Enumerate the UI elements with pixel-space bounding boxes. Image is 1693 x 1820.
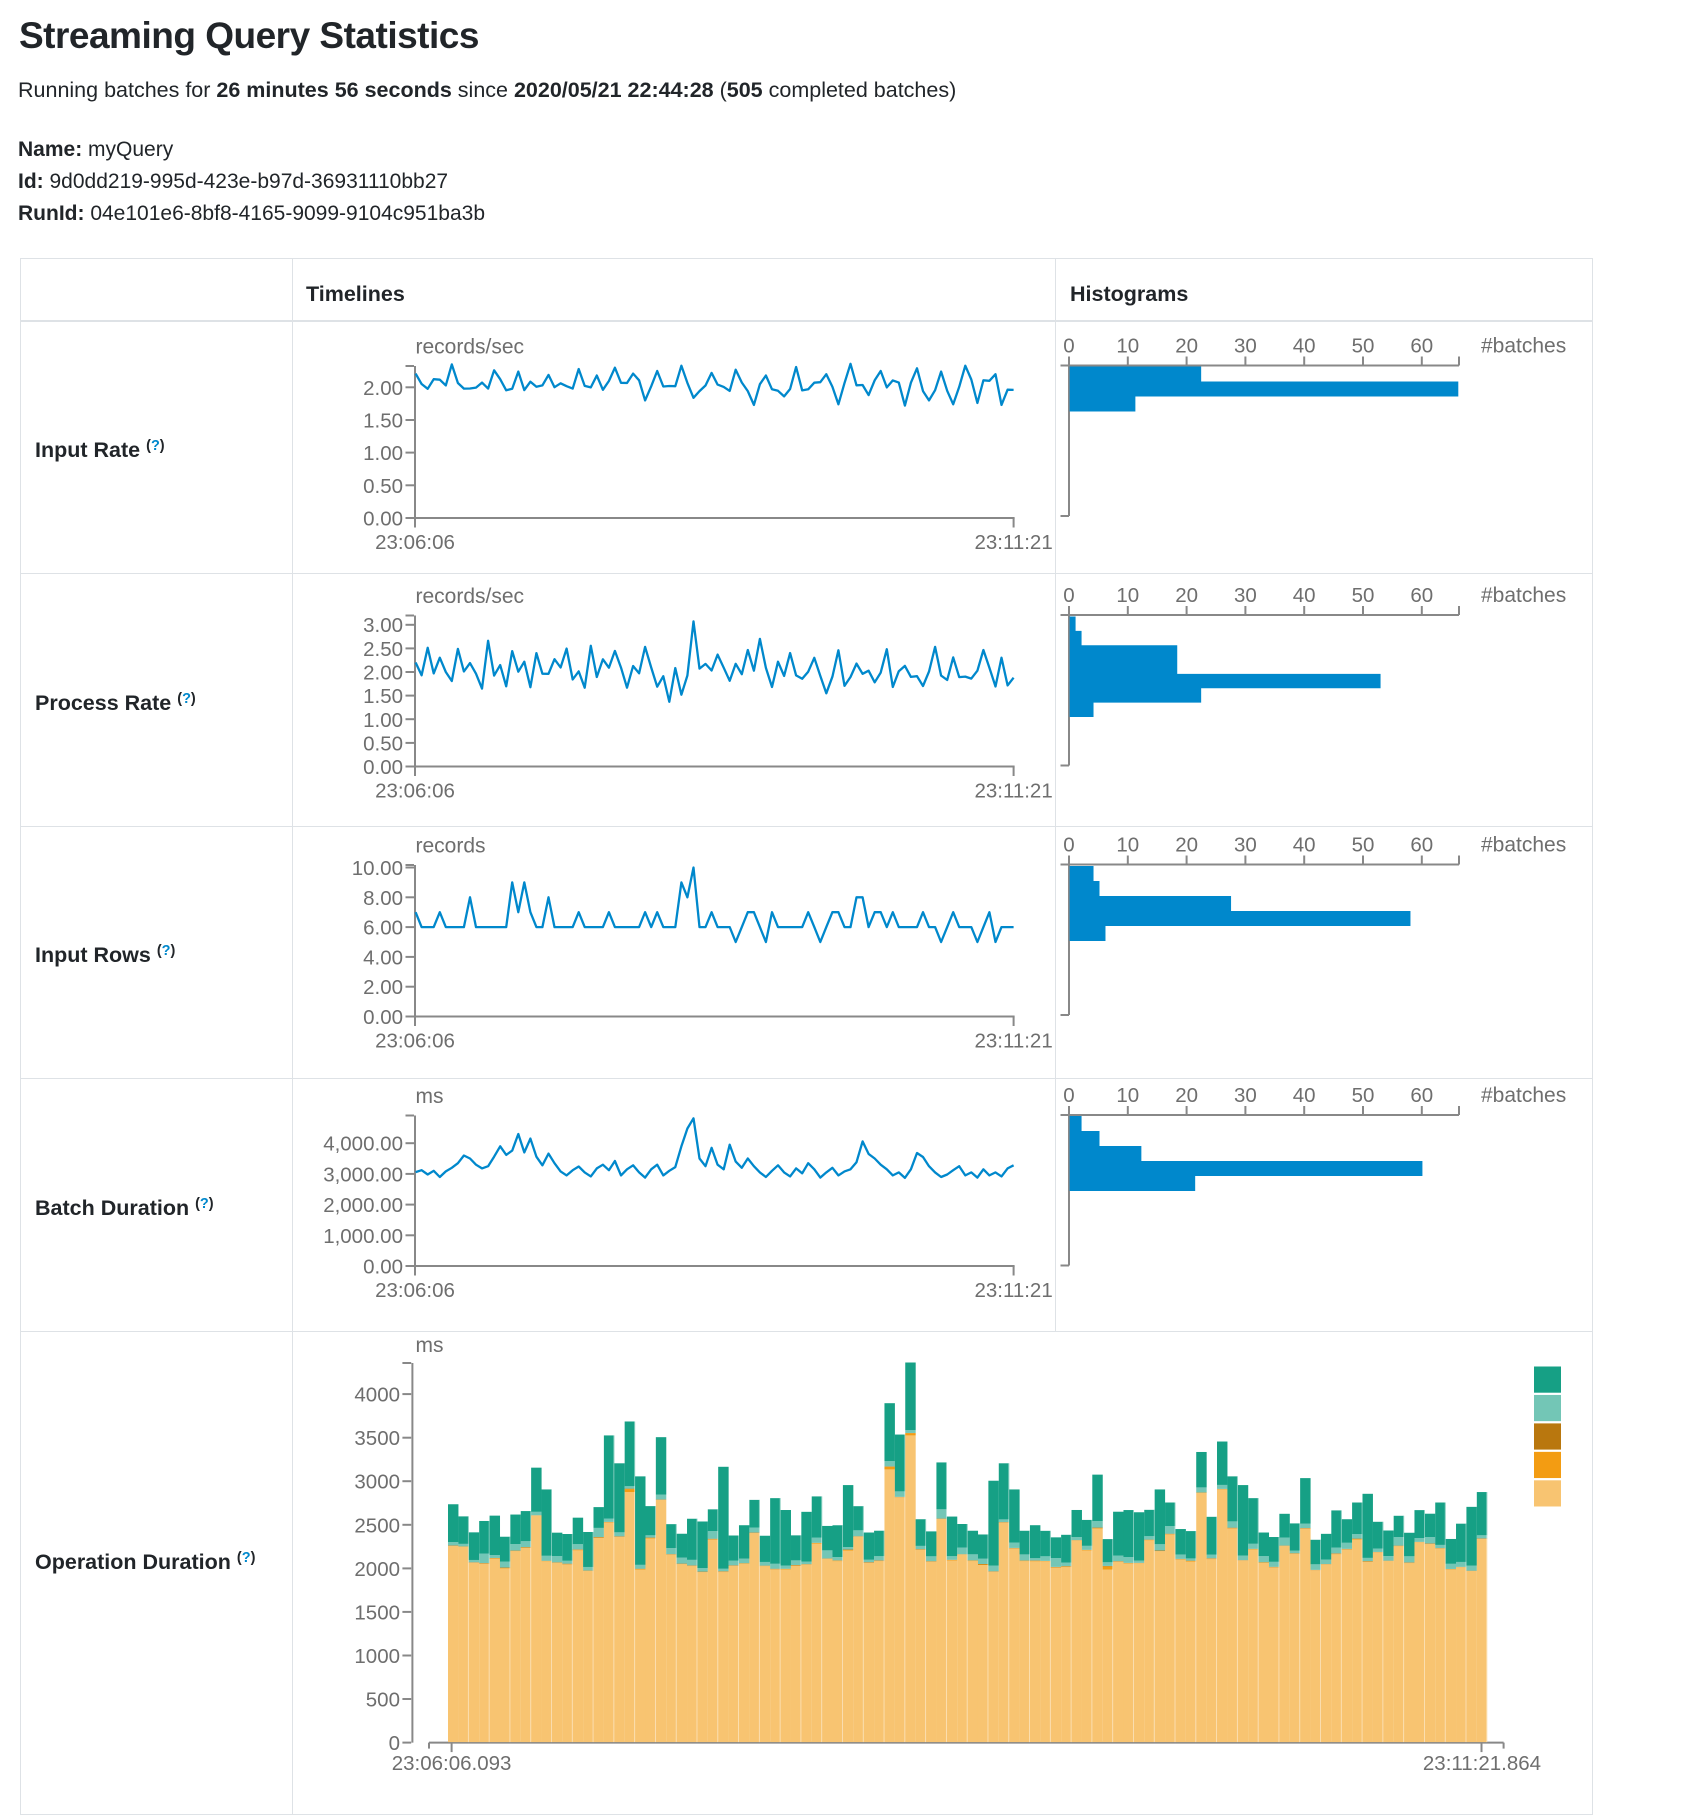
svg-text:3,000.00: 3,000.00	[323, 1163, 403, 1186]
svg-text:60: 60	[1410, 1084, 1433, 1107]
svg-text:50: 50	[1352, 834, 1375, 857]
svg-text:10.00: 10.00	[352, 857, 403, 880]
svg-text:3.00: 3.00	[363, 614, 403, 637]
svg-text:10: 10	[1116, 1084, 1139, 1107]
svg-text:0.00: 0.00	[363, 1006, 403, 1029]
svg-text:4000: 4000	[354, 1384, 400, 1407]
svg-text:0.00: 0.00	[363, 756, 403, 779]
svg-text:23:06:06: 23:06:06	[375, 780, 455, 803]
svg-text:0.50: 0.50	[363, 475, 403, 498]
svg-text:23:11:21: 23:11:21	[974, 531, 1052, 554]
svg-text:3000: 3000	[354, 1471, 400, 1494]
svg-text:40: 40	[1293, 834, 1316, 857]
svg-text:0: 0	[1063, 1084, 1074, 1107]
svg-text:0: 0	[1063, 335, 1074, 358]
svg-text:records/sec: records/sec	[416, 585, 525, 608]
svg-text:30: 30	[1234, 834, 1257, 857]
svg-text:0: 0	[1063, 834, 1074, 857]
svg-text:1.00: 1.00	[363, 442, 403, 465]
svg-text:1.50: 1.50	[363, 685, 403, 708]
svg-text:#batches: #batches	[1481, 584, 1566, 607]
svg-text:3500: 3500	[354, 1427, 400, 1450]
svg-text:23:11:21: 23:11:21	[974, 1279, 1052, 1302]
svg-text:30: 30	[1234, 1084, 1257, 1107]
svg-text:60: 60	[1410, 335, 1433, 358]
svg-text:6.00: 6.00	[363, 917, 403, 940]
svg-text:1,000.00: 1,000.00	[323, 1225, 403, 1248]
svg-text:40: 40	[1293, 1084, 1316, 1107]
svg-text:0: 0	[1063, 584, 1074, 607]
svg-text:23:06:06: 23:06:06	[375, 1279, 455, 1302]
svg-text:1500: 1500	[354, 1601, 400, 1624]
svg-text:60: 60	[1410, 584, 1433, 607]
svg-text:2,000.00: 2,000.00	[323, 1194, 403, 1217]
svg-text:2000: 2000	[354, 1558, 400, 1581]
svg-text:2.50: 2.50	[363, 638, 403, 661]
svg-text:#batches: #batches	[1481, 834, 1566, 857]
svg-text:60: 60	[1410, 834, 1433, 857]
svg-text:ms: ms	[416, 1085, 444, 1108]
svg-text:30: 30	[1234, 584, 1257, 607]
svg-text:20: 20	[1175, 584, 1198, 607]
svg-text:4,000.00: 4,000.00	[323, 1133, 403, 1156]
svg-text:23:06:06.093: 23:06:06.093	[392, 1752, 512, 1775]
svg-text:#batches: #batches	[1481, 335, 1566, 358]
svg-text:2.00: 2.00	[363, 377, 403, 400]
svg-text:records/sec: records/sec	[416, 336, 525, 359]
svg-text:23:11:21: 23:11:21	[974, 780, 1052, 803]
svg-text:1000: 1000	[354, 1645, 400, 1668]
svg-text:10: 10	[1116, 834, 1139, 857]
svg-text:500: 500	[366, 1689, 400, 1712]
svg-text:8.00: 8.00	[363, 887, 403, 910]
svg-text:50: 50	[1352, 584, 1375, 607]
svg-text:0: 0	[389, 1732, 400, 1755]
svg-text:20: 20	[1175, 335, 1198, 358]
svg-text:23:11:21: 23:11:21	[974, 1030, 1052, 1053]
svg-text:20: 20	[1175, 834, 1198, 857]
svg-text:2.00: 2.00	[363, 976, 403, 999]
svg-text:20: 20	[1175, 1084, 1198, 1107]
svg-text:records: records	[416, 835, 486, 858]
svg-text:2500: 2500	[354, 1514, 400, 1537]
svg-text:4.00: 4.00	[363, 946, 403, 969]
svg-text:10: 10	[1116, 335, 1139, 358]
svg-text:0.00: 0.00	[363, 508, 403, 531]
svg-text:40: 40	[1293, 335, 1316, 358]
svg-text:30: 30	[1234, 335, 1257, 358]
svg-text:1.50: 1.50	[363, 410, 403, 433]
svg-text:2.00: 2.00	[363, 662, 403, 685]
svg-text:ms: ms	[416, 1334, 444, 1357]
svg-text:23:06:06: 23:06:06	[375, 531, 455, 554]
svg-text:10: 10	[1116, 584, 1139, 607]
svg-text:#batches: #batches	[1481, 1084, 1566, 1107]
svg-text:50: 50	[1352, 335, 1375, 358]
svg-text:40: 40	[1293, 584, 1316, 607]
svg-text:1.00: 1.00	[363, 709, 403, 732]
svg-text:0.50: 0.50	[363, 732, 403, 755]
svg-text:23:11:21.864: 23:11:21.864	[1423, 1752, 1541, 1775]
svg-text:23:06:06: 23:06:06	[375, 1030, 455, 1053]
svg-text:50: 50	[1352, 1084, 1375, 1107]
svg-text:0.00: 0.00	[363, 1256, 403, 1279]
